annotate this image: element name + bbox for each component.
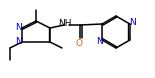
Text: N: N xyxy=(96,37,103,46)
Text: N: N xyxy=(16,38,22,46)
Text: O: O xyxy=(75,39,82,48)
Text: N: N xyxy=(129,18,136,27)
Text: N: N xyxy=(16,23,22,33)
Text: NH: NH xyxy=(58,20,72,28)
